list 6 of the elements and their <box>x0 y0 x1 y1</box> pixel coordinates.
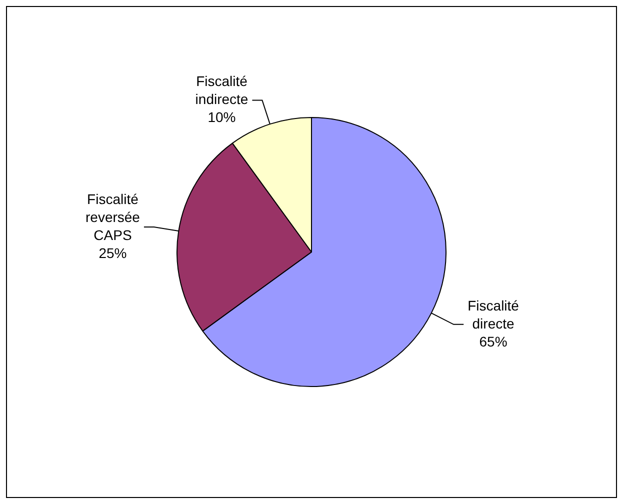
data-label: 65% <box>479 333 508 350</box>
data-label: 25% <box>98 244 127 261</box>
slice-label: Fiscalité directe <box>468 297 520 332</box>
slice-label: Fiscalité reversée CAPS <box>85 190 140 243</box>
data-label: 10% <box>208 109 236 126</box>
slice-label: Fiscalité indirecte <box>195 73 248 108</box>
